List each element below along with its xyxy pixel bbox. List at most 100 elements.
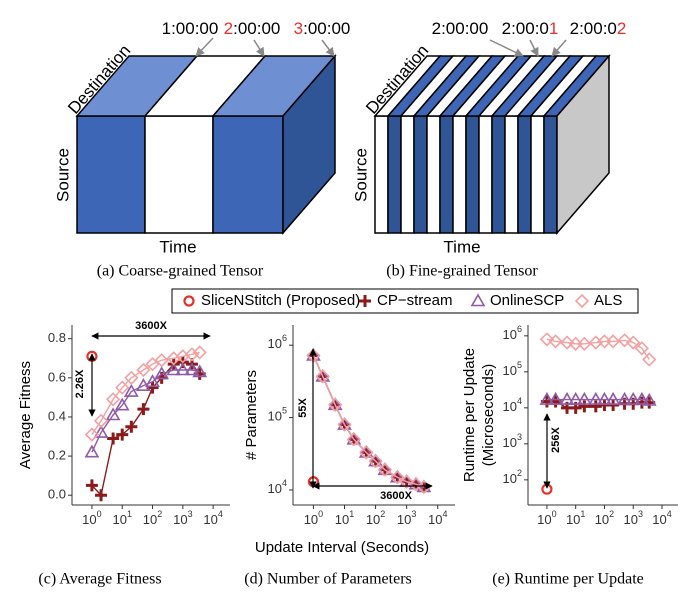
tick-exponent: 4 — [517, 396, 522, 406]
tick-exponent: 1 — [127, 509, 132, 519]
fine-tensor — [373, 39, 611, 236]
tick-exponent: 5 — [517, 360, 522, 370]
legend-label: SliceNStitch (Proposed) — [201, 292, 360, 309]
marker — [548, 391, 563, 405]
tick-exponent: 1 — [580, 509, 585, 519]
stripe — [517, 115, 532, 234]
tick-exponent: 3 — [638, 509, 643, 519]
stripe — [478, 115, 493, 234]
y-axis-title: # Parameters — [243, 370, 260, 460]
marker — [539, 332, 555, 347]
x-tick-label: 100 — [82, 509, 101, 527]
stripe — [504, 115, 519, 234]
marker — [115, 380, 130, 395]
marker — [124, 370, 139, 385]
legend-marker — [470, 293, 486, 307]
x-tick-label: 104 — [428, 509, 447, 527]
time-part: 2 — [617, 19, 626, 38]
x-tick-label: 102 — [143, 509, 162, 527]
marker — [136, 362, 151, 378]
marker — [166, 362, 182, 376]
y-tick-label: 102 — [503, 468, 522, 486]
marker — [154, 353, 169, 368]
tick-exponent: 3 — [188, 509, 193, 519]
stripe — [439, 115, 454, 234]
marker — [597, 391, 612, 405]
series-line — [312, 355, 425, 488]
tick-exponent: 4 — [282, 478, 287, 488]
marker — [626, 335, 641, 350]
caption: (e) Runtime per Update — [492, 571, 644, 588]
marker — [617, 391, 632, 405]
series-line — [312, 355, 425, 488]
time-stamp: 3:00:00 — [294, 19, 351, 38]
y-tick-label: 104 — [503, 396, 522, 414]
time-part: 1 — [549, 19, 558, 38]
legend-marker — [359, 295, 371, 307]
marker — [539, 391, 555, 405]
tick-exponent: 2 — [157, 509, 162, 519]
marker — [145, 374, 160, 388]
time-stamp: 2:00:01 — [502, 19, 559, 38]
series-line — [312, 355, 425, 488]
marker — [328, 397, 343, 412]
axis-label: Source — [53, 148, 72, 202]
tick-exponent: 6 — [517, 324, 522, 334]
marker — [105, 407, 121, 421]
marker — [95, 489, 108, 502]
legend-marker — [183, 295, 195, 307]
time-part: 2:00:0 — [502, 19, 549, 38]
x-tick-label: 101 — [566, 509, 585, 527]
marker — [123, 383, 139, 397]
marker — [408, 477, 424, 492]
marker — [559, 391, 575, 405]
stripe — [452, 115, 467, 234]
stripe — [530, 115, 545, 234]
tick-exponent: 3 — [411, 509, 416, 519]
stripe — [426, 115, 441, 234]
time-stamp: 2:00:00 — [224, 19, 281, 38]
marker — [93, 413, 109, 429]
x-tick-label: 101 — [112, 509, 131, 527]
tick-base: 10 — [173, 512, 187, 527]
x-tick-label: 103 — [173, 509, 192, 527]
time-part: 1:00:00 — [162, 19, 219, 38]
axis-label: Source — [351, 148, 370, 202]
marker — [634, 391, 650, 405]
tick-base: 10 — [112, 512, 126, 527]
marker — [359, 445, 374, 460]
tick-base: 10 — [397, 512, 411, 527]
y-tick-label: 0.8 — [48, 330, 66, 345]
legend-box — [171, 288, 639, 314]
tick-exponent: 2 — [609, 509, 614, 519]
tick-exponent: 4 — [667, 509, 672, 519]
tick-base: 10 — [366, 512, 380, 527]
marker — [116, 428, 129, 441]
caption: (b) Fine-grained Tensor — [386, 263, 538, 280]
x-axis-title: Update Interval (Seconds) — [255, 539, 429, 556]
axis-label: Time — [159, 237, 196, 256]
x-tick-label: 100 — [304, 509, 323, 527]
tick-base: 10 — [566, 512, 580, 527]
tick-exponent: 0 — [318, 509, 323, 519]
marker — [107, 432, 120, 445]
marker — [93, 424, 109, 438]
marker — [184, 347, 200, 362]
x-tick-label: 102 — [366, 509, 385, 527]
tick-exponent: 0 — [552, 509, 557, 519]
marker — [346, 432, 361, 447]
annotation: 256X — [550, 426, 562, 452]
tick-exponent: 5 — [282, 406, 287, 416]
legend-label: CP−stream — [377, 292, 452, 309]
time-part: 2:00:0 — [570, 19, 617, 38]
tick-exponent: 2 — [380, 509, 385, 519]
tick-exponent: 3 — [517, 432, 522, 442]
tick-base: 10 — [503, 363, 517, 378]
tick-base: 10 — [335, 512, 349, 527]
marker — [125, 420, 138, 433]
caption: (c) Average Fitness — [38, 571, 161, 588]
tick-exponent: 4 — [218, 509, 223, 519]
marker — [568, 391, 584, 405]
caption: (a) Coarse-grained Tensor — [97, 263, 264, 280]
y-tick-label: 104 — [268, 478, 287, 496]
